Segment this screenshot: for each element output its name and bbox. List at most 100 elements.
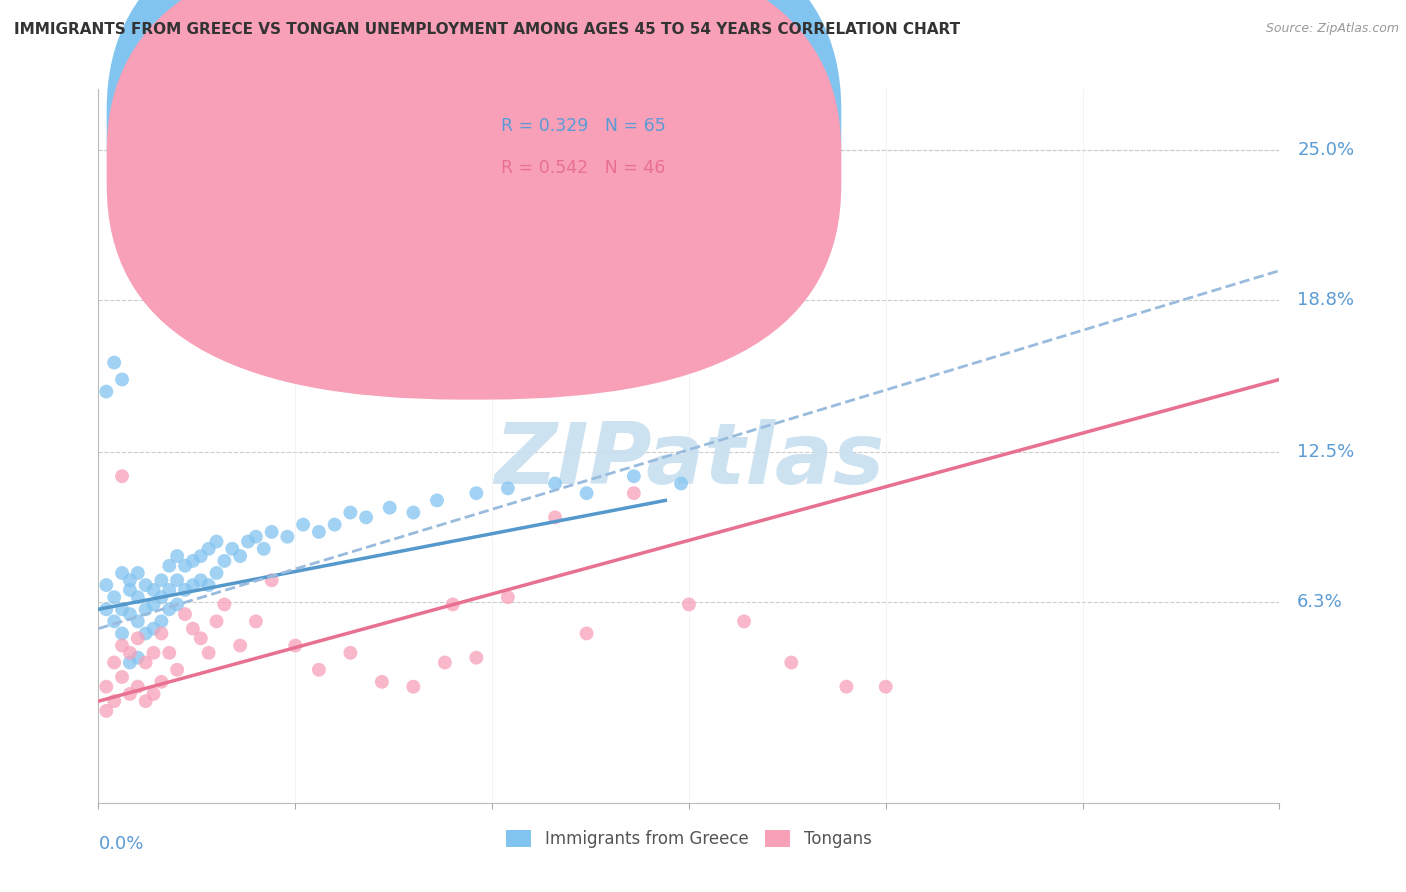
Point: [339, 506, 361, 520]
Point: [678, 598, 700, 612]
Text: R = 0.542   N = 46: R = 0.542 N = 46: [501, 160, 665, 178]
Point: [229, 549, 252, 563]
Point: [378, 500, 401, 515]
Point: [150, 615, 173, 629]
Point: [150, 574, 173, 588]
Point: [308, 524, 330, 539]
Point: [205, 566, 228, 580]
Point: [433, 656, 456, 670]
Text: 0.0%: 0.0%: [98, 835, 143, 853]
Point: [402, 680, 425, 694]
Point: [560, 293, 582, 307]
Point: [190, 574, 212, 588]
Point: [426, 493, 449, 508]
Point: [190, 632, 212, 646]
Point: [166, 549, 188, 563]
Point: [496, 590, 519, 604]
Point: [197, 578, 219, 592]
Point: [214, 598, 236, 612]
Point: [111, 372, 134, 386]
Point: [157, 602, 180, 616]
Point: [111, 639, 134, 653]
Point: [127, 590, 149, 604]
Point: [150, 626, 173, 640]
Point: [103, 656, 125, 670]
Text: 6.3%: 6.3%: [1298, 593, 1343, 611]
Point: [127, 632, 149, 646]
Point: [103, 615, 125, 629]
Point: [174, 558, 197, 573]
Point: [284, 639, 307, 653]
Point: [111, 602, 134, 616]
Point: [118, 582, 141, 597]
Point: [465, 650, 488, 665]
Point: [96, 602, 118, 616]
Point: [190, 549, 212, 563]
Point: [150, 590, 173, 604]
Point: [276, 530, 298, 544]
Text: 12.5%: 12.5%: [1298, 443, 1354, 461]
Point: [205, 534, 228, 549]
Point: [174, 582, 197, 597]
Text: 18.8%: 18.8%: [1298, 291, 1354, 309]
Point: [111, 626, 134, 640]
Point: [181, 622, 204, 636]
Point: [875, 680, 897, 694]
Point: [441, 598, 464, 612]
Point: [181, 554, 204, 568]
Point: [623, 469, 645, 483]
FancyBboxPatch shape: [441, 100, 766, 196]
Point: [111, 566, 134, 580]
Point: [780, 656, 803, 670]
Point: [127, 615, 149, 629]
Point: [127, 566, 149, 580]
Point: [157, 646, 180, 660]
Point: [150, 674, 173, 689]
Point: [166, 598, 188, 612]
FancyBboxPatch shape: [107, 0, 841, 358]
Point: [111, 670, 134, 684]
Point: [402, 506, 425, 520]
FancyBboxPatch shape: [107, 0, 841, 400]
Point: [118, 656, 141, 670]
Point: [142, 622, 165, 636]
Legend: Immigrants from Greece, Tongans: Immigrants from Greece, Tongans: [499, 823, 879, 855]
Point: [157, 582, 180, 597]
Point: [96, 680, 118, 694]
Point: [236, 534, 259, 549]
Point: [142, 687, 165, 701]
Point: [135, 602, 157, 616]
Point: [96, 578, 118, 592]
Point: [544, 476, 567, 491]
Point: [197, 646, 219, 660]
Point: [544, 510, 567, 524]
Point: [166, 663, 188, 677]
Point: [118, 646, 141, 660]
Point: [465, 486, 488, 500]
Point: [354, 510, 377, 524]
Point: [496, 481, 519, 495]
Point: [118, 607, 141, 621]
Point: [96, 704, 118, 718]
Point: [142, 598, 165, 612]
Point: [292, 517, 315, 532]
Text: IMMIGRANTS FROM GREECE VS TONGAN UNEMPLOYMENT AMONG AGES 45 TO 54 YEARS CORRELAT: IMMIGRANTS FROM GREECE VS TONGAN UNEMPLO…: [14, 22, 960, 37]
Point: [214, 554, 236, 568]
Point: [166, 574, 188, 588]
Point: [835, 680, 858, 694]
Point: [623, 486, 645, 500]
Point: [339, 646, 361, 660]
Point: [308, 663, 330, 677]
Point: [135, 578, 157, 592]
Point: [157, 558, 180, 573]
Point: [229, 639, 252, 653]
Text: R = 0.329   N = 65: R = 0.329 N = 65: [501, 118, 666, 136]
Point: [118, 574, 141, 588]
Point: [733, 615, 755, 629]
Point: [142, 582, 165, 597]
Point: [260, 574, 283, 588]
Point: [669, 476, 692, 491]
Point: [575, 626, 598, 640]
Point: [103, 355, 125, 369]
Point: [197, 541, 219, 556]
